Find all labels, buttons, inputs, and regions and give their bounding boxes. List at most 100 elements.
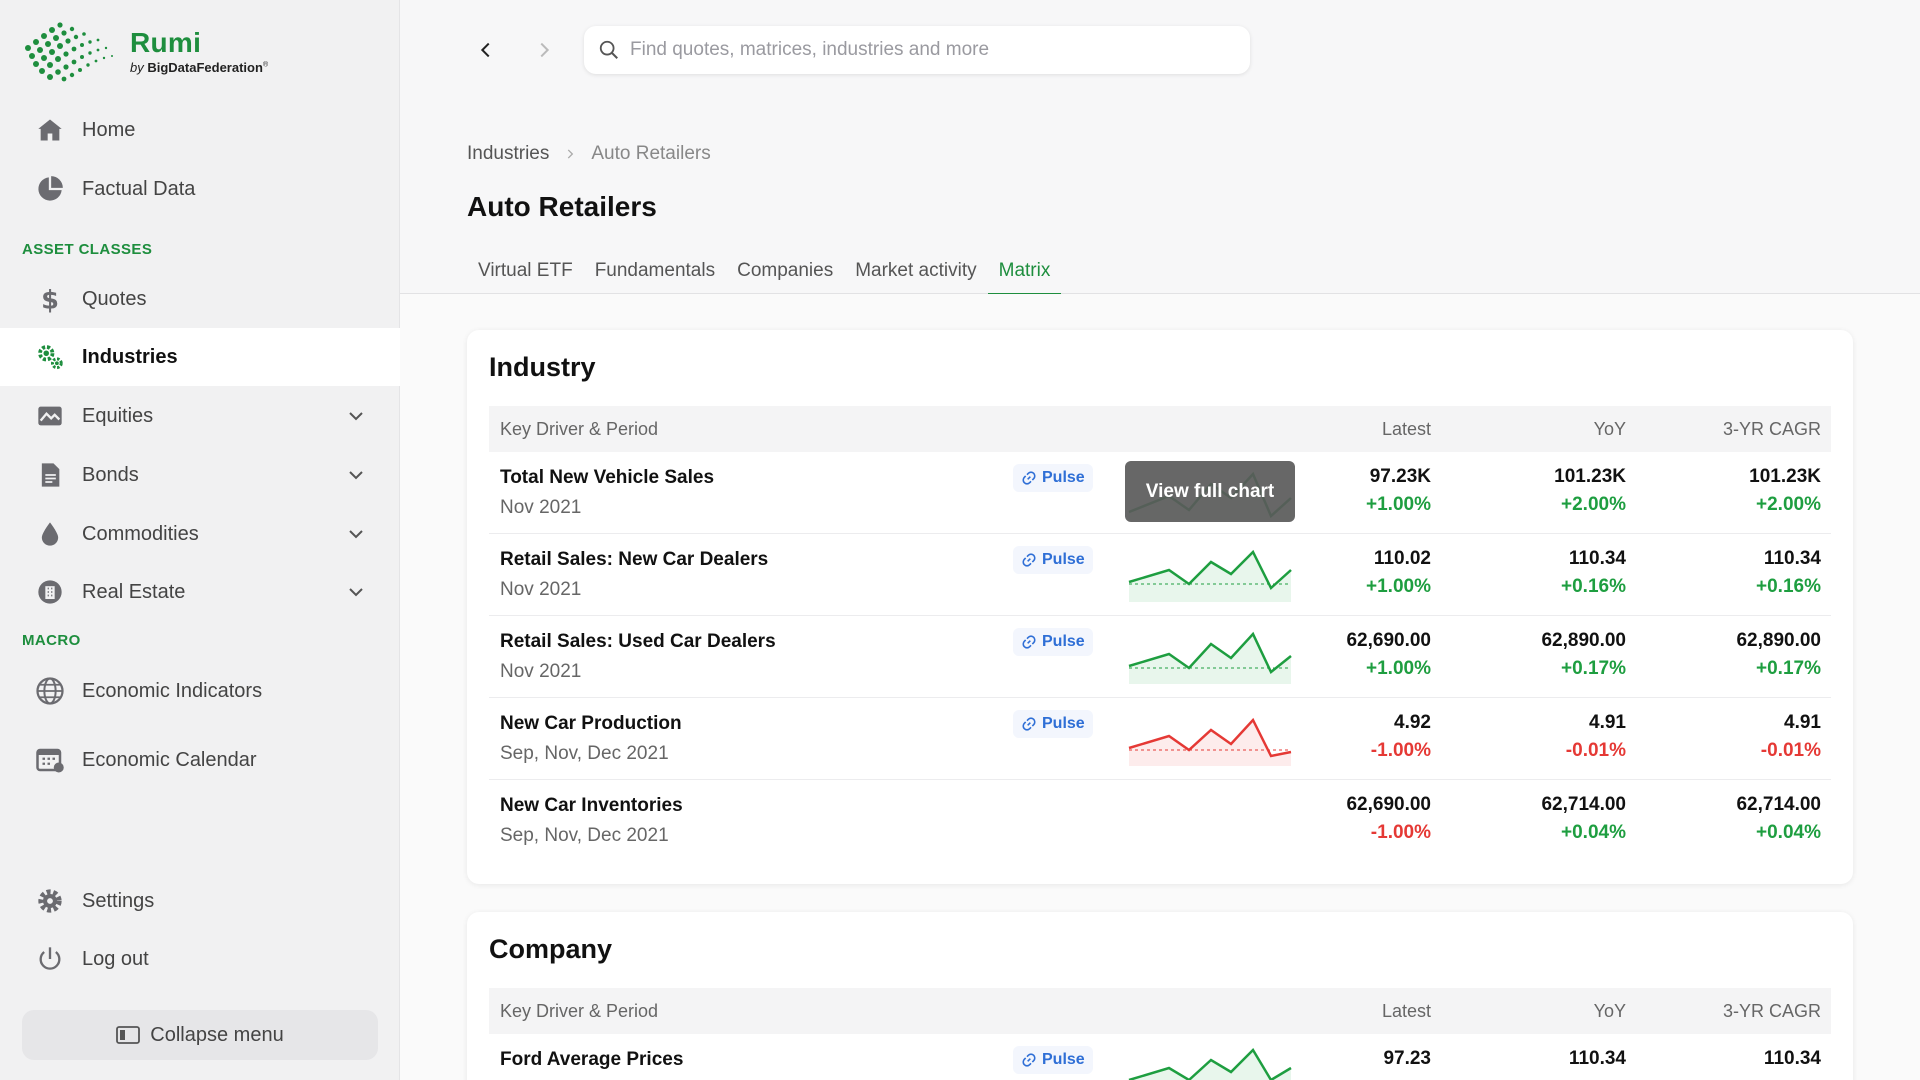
pulse-label: Pulse [1042, 715, 1085, 732]
forward-button[interactable] [528, 34, 560, 66]
chevron-right-icon [563, 147, 577, 161]
cagr-number: 62,890.00 [1736, 630, 1821, 651]
yoy-number: 4.91 [1589, 712, 1626, 733]
cagr-value: 62,890.00 +0.17% [1736, 630, 1821, 680]
latest-value: 4.92 -1.00% [1371, 712, 1431, 762]
latest-number: 97.23 [1383, 1048, 1431, 1069]
brand-trademark: ® [262, 61, 269, 69]
cagr-change: +0.17% [1756, 658, 1821, 679]
building-icon [34, 576, 66, 608]
view-full-chart-tooltip[interactable]: View full chart [1125, 461, 1295, 522]
table-row[interactable]: Total New Vehicle Sales Nov 2021 Pulse V… [489, 452, 1831, 534]
macro-label: MACRO [22, 632, 81, 649]
sidebar-item-settings[interactable]: Settings [0, 872, 400, 930]
col-latest: Latest [1381, 1000, 1431, 1021]
logo[interactable]: Rumi by BigDataFederation® [20, 18, 268, 84]
col-cagr: 3-YR CAGR [1722, 418, 1821, 439]
cagr-value: 110.34 +0.16% [1756, 548, 1821, 598]
breadcrumb: Industries Auto Retailers [467, 143, 711, 165]
sidebar-item-real-estate[interactable]: Real Estate [0, 563, 400, 621]
yoy-value: 62,714.00 +0.04% [1541, 794, 1626, 844]
table-row[interactable]: Retail Sales: Used Car Dealers Nov 2021 … [489, 616, 1831, 698]
sidebar-item-label: Quotes [82, 287, 147, 310]
tab-virtual-etf[interactable]: Virtual ETF [478, 260, 573, 281]
sidebar-item-industries[interactable]: Industries [0, 328, 400, 386]
latest-number: 4.92 [1394, 712, 1431, 733]
table-row[interactable]: Retail Sales: New Car Dealers Nov 2021 P… [489, 534, 1831, 616]
globe-icon [34, 675, 66, 707]
breadcrumb-industries[interactable]: Industries [467, 143, 550, 164]
sidebar-item-home[interactable]: Home [0, 101, 400, 159]
cagr-number: 101.23K [1749, 466, 1821, 487]
collapse-menu-button[interactable]: Collapse menu [22, 1010, 378, 1060]
row-period: Nov 2021 [500, 661, 582, 682]
gear-icon [34, 885, 66, 917]
breadcrumb-current: Auto Retailers [591, 143, 711, 164]
yoy-change: -0.01% [1565, 740, 1626, 761]
pulse-label: Pulse [1042, 469, 1085, 486]
cagr-number: 62,714.00 [1736, 794, 1821, 815]
pulse-link[interactable]: Pulse [1013, 710, 1093, 738]
chevron-down-icon[interactable] [344, 463, 368, 487]
yoy-number: 101.23K [1554, 466, 1626, 487]
sparkline-chart[interactable] [1125, 1046, 1295, 1080]
tab-companies[interactable]: Companies [737, 260, 834, 281]
pulse-label: Pulse [1042, 551, 1085, 568]
chevron-right-icon [540, 42, 550, 58]
sidebar-item-label: Commodities [82, 522, 199, 545]
chevron-down-icon[interactable] [344, 580, 368, 604]
search-box[interactable] [584, 26, 1250, 74]
table-row[interactable]: New Car Production Sep, Nov, Dec 2021 Pu… [489, 698, 1831, 780]
sidebar-item-label: Economic Indicators [82, 679, 263, 702]
sparkline-chart[interactable] [1125, 710, 1295, 770]
back-button[interactable] [470, 34, 502, 66]
table-row[interactable]: Ford Average Prices Pulse 97.23 110.34 1… [489, 1034, 1831, 1080]
sidebar-item-economic-indicators[interactable]: Economic Indicators [0, 662, 400, 720]
latest-change: -1.00% [1370, 822, 1431, 843]
sidebar-item-commodities[interactable]: Commodities [0, 505, 400, 563]
yoy-number: 62,890.00 [1541, 630, 1626, 651]
latest-value: 62,690.00 -1.00% [1346, 794, 1431, 844]
tab-matrix[interactable]: Matrix [987, 250, 1062, 296]
sidebar-item-label: Bonds [82, 463, 139, 486]
sidebar-item-economic-calendar[interactable]: Economic Calendar [0, 731, 400, 789]
col-key-driver: Key Driver & Period [500, 1000, 659, 1021]
pulse-link[interactable]: Pulse [1013, 464, 1093, 492]
yoy-change: +0.16% [1561, 576, 1626, 597]
tab-fundamentals[interactable]: Fundamentals [594, 260, 716, 281]
sidebar-item-label: Log out [82, 947, 149, 970]
svg-text:$: $ [41, 285, 59, 313]
col-key-driver: Key Driver & Period [500, 418, 659, 439]
latest-change: +1.00% [1366, 658, 1431, 679]
cagr-number: 4.91 [1784, 712, 1821, 733]
latest-number: 97.23K [1369, 466, 1431, 487]
yoy-change: +0.17% [1561, 658, 1626, 679]
sidebar-panel-icon [116, 1025, 141, 1045]
yoy-change: +2.00% [1561, 494, 1626, 515]
search-input[interactable] [630, 39, 1230, 61]
sidebar-item-logout[interactable]: Log out [0, 930, 400, 988]
sidebar-item-factual-data[interactable]: Factual Data [0, 160, 400, 218]
sidebar-item-quotes[interactable]: $ Quotes [0, 270, 400, 328]
cagr-change: -0.01% [1760, 740, 1821, 761]
row-name: Total New Vehicle Sales [500, 467, 715, 488]
row-period: Sep, Nov, Dec 2021 [500, 825, 669, 846]
latest-change: +1.00% [1366, 576, 1431, 597]
chevron-down-icon[interactable] [344, 404, 368, 428]
link-icon [1021, 1052, 1037, 1068]
chevron-left-icon [480, 42, 490, 58]
page-title: Auto Retailers [467, 191, 657, 222]
tab-market-activity[interactable]: Market activity [855, 260, 977, 281]
chart-image-icon [34, 400, 66, 432]
sidebar-item-bonds[interactable]: Bonds [0, 446, 400, 504]
pulse-link[interactable]: Pulse [1013, 628, 1093, 656]
chevron-down-icon[interactable] [344, 522, 368, 546]
industry-card: Industry Key Driver & Period Latest YoY … [467, 330, 1853, 884]
sparkline-chart[interactable] [1125, 546, 1295, 606]
sparkline-chart[interactable] [1125, 628, 1295, 688]
sidebar-item-label: Real Estate [82, 580, 186, 603]
table-row[interactable]: New Car Inventories Sep, Nov, Dec 2021 6… [489, 780, 1831, 862]
pulse-link[interactable]: Pulse [1013, 1046, 1093, 1074]
pulse-link[interactable]: Pulse [1013, 546, 1093, 574]
sidebar-item-equities[interactable]: Equities [0, 387, 400, 445]
